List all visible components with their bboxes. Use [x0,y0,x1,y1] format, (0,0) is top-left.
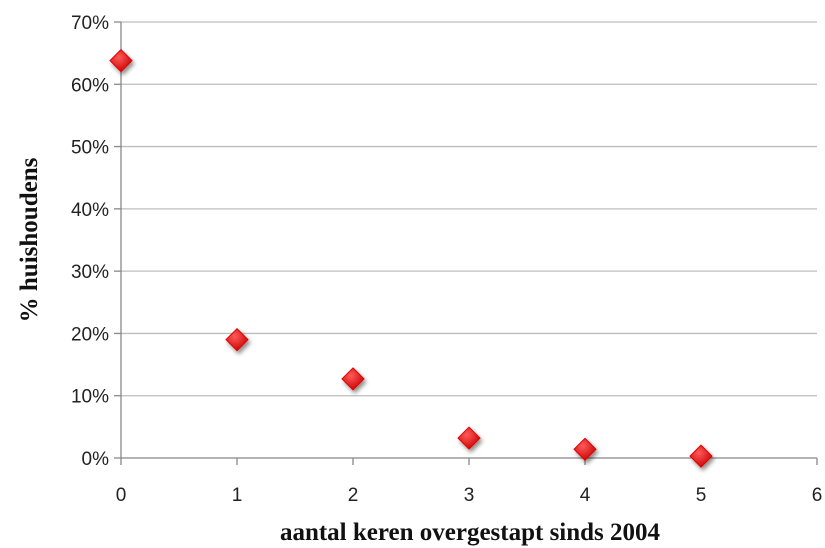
x-tick-label: 5 [696,485,707,506]
y-axis-title: % huishoudens [16,157,43,322]
x-tick-label: 1 [232,485,243,506]
y-tick-label: 20% [71,324,109,345]
y-tick-label: 40% [71,200,109,221]
data-points [109,48,713,468]
data-point-diamond [457,426,481,450]
y-tick-label: 70% [71,13,109,34]
x-tick-label: 2 [348,485,359,506]
y-tick-label: 50% [71,138,109,159]
data-point-diamond [225,327,249,352]
y-tick-label: 0% [82,449,110,470]
y-tick-labels: 0% 10% 20% 30% 40% 50% 60% 70% [71,13,109,470]
axes [114,21,818,465]
x-axis-title: aantal keren overgestapt sinds 2004 [280,519,661,546]
y-tick-label: 10% [71,387,109,408]
x-tick-label: 3 [464,485,475,506]
x-tick-labels: 0 1 2 3 4 5 6 [116,485,823,506]
x-tick-label: 4 [580,485,591,506]
data-point-diamond [109,48,133,73]
x-tick-label: 0 [116,485,127,506]
data-point-diamond [341,367,365,391]
data-point-diamond [689,444,713,468]
x-tick-label: 6 [812,485,823,506]
y-tick-label: 60% [71,75,109,96]
data-point-diamond [573,437,597,461]
y-tick-label: 30% [71,262,109,283]
